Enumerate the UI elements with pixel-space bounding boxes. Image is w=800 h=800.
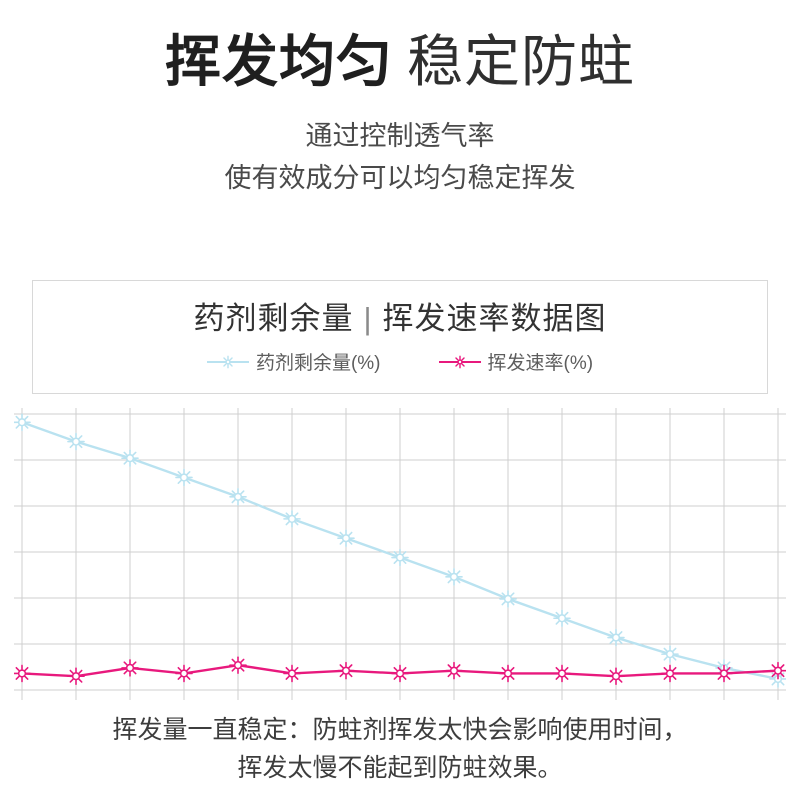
snowflake-marker-icon (607, 628, 625, 647)
subtitle-line-1: 通过控制透气率 (305, 121, 495, 152)
snowflake-marker-icon (67, 432, 85, 451)
snowflake-marker-icon (445, 568, 463, 586)
line-chart (14, 408, 786, 700)
chart-title-card: 药剂剩余量 | 挥发速率数据图 药剂剩余量(%) (32, 280, 768, 394)
snowflake-marker-icon (121, 659, 139, 677)
snowflake-marker-icon (607, 667, 625, 686)
snowflake-marker-icon (67, 667, 85, 686)
snowflake-marker-icon (337, 529, 355, 547)
snowflake-marker-icon (499, 664, 517, 683)
snowflake-marker-icon (445, 661, 463, 680)
snowflake-marker-icon (175, 664, 193, 683)
chart-gridlines (14, 408, 786, 700)
footnote-line-2: 挥发太慢不能起到防蛀效果。 (237, 753, 563, 782)
chart-legend: 药剂剩余量(%) 挥发速率(%) (33, 348, 767, 375)
subtitle: 通过控制透气率 使有效成分可以均匀稳定挥发 (0, 116, 800, 200)
snowflake-marker-icon (14, 664, 31, 683)
snowflake-marker-icon (553, 664, 571, 683)
snowflake-marker-icon (337, 661, 355, 680)
legend-item-rate: 挥发速率(%) (438, 348, 594, 375)
page-title-primary: 挥发均匀 (165, 30, 393, 93)
chart-title-left: 药剂剩余量 (193, 301, 354, 336)
snowflake-marker-icon (283, 510, 301, 528)
page-title-secondary: 稳定防蛀 (407, 30, 635, 93)
chart-title: 药剂剩余量 | 挥发速率数据图 (33, 281, 767, 338)
snowflake-marker-icon (229, 656, 247, 674)
snowflake-marker-icon (661, 645, 679, 663)
legend-label-rate: 挥发速率(%) (487, 353, 594, 374)
chart-title-divider: | (363, 301, 373, 336)
snowflake-marker-icon (283, 664, 301, 683)
snowflake-marker-icon (391, 664, 409, 683)
snowflake-marker-icon (121, 449, 139, 467)
snowflake-icon (453, 355, 466, 368)
subtitle-line-2: 使有效成分可以均匀稳定挥发 (224, 163, 576, 194)
snowflake-icon (221, 355, 235, 368)
snowflake-marker-icon (715, 664, 733, 683)
snowflake-marker-icon (553, 609, 571, 628)
snowflake-marker-icon (769, 661, 786, 680)
legend-marker-rate-icon (438, 354, 481, 370)
footnote-line-1: 挥发量一直稳定：防蛀剂挥发太快会影响使用时间， (112, 716, 688, 744)
snowflake-marker-icon (391, 548, 409, 567)
legend-item-remaining: 药剂剩余量(%) (206, 348, 381, 375)
snowflake-marker-icon (499, 590, 517, 608)
chart-title-right: 挥发速率数据图 (382, 301, 607, 336)
snowflake-marker-icon (229, 488, 247, 506)
legend-marker-remaining-icon (206, 354, 249, 370)
snowflake-marker-icon (661, 664, 679, 683)
snowflake-marker-icon (175, 468, 193, 487)
chart-plot-area (14, 408, 786, 700)
page-title: 挥发均匀 稳定防蛀 (0, 0, 800, 94)
chart-footnote: 挥发量一直稳定：防蛀剂挥发太快会影响使用时间， 挥发太慢不能起到防蛀效果。 (0, 712, 800, 787)
legend-label-remaining: 药剂剩余量(%) (255, 353, 381, 374)
snowflake-marker-icon (14, 413, 31, 432)
